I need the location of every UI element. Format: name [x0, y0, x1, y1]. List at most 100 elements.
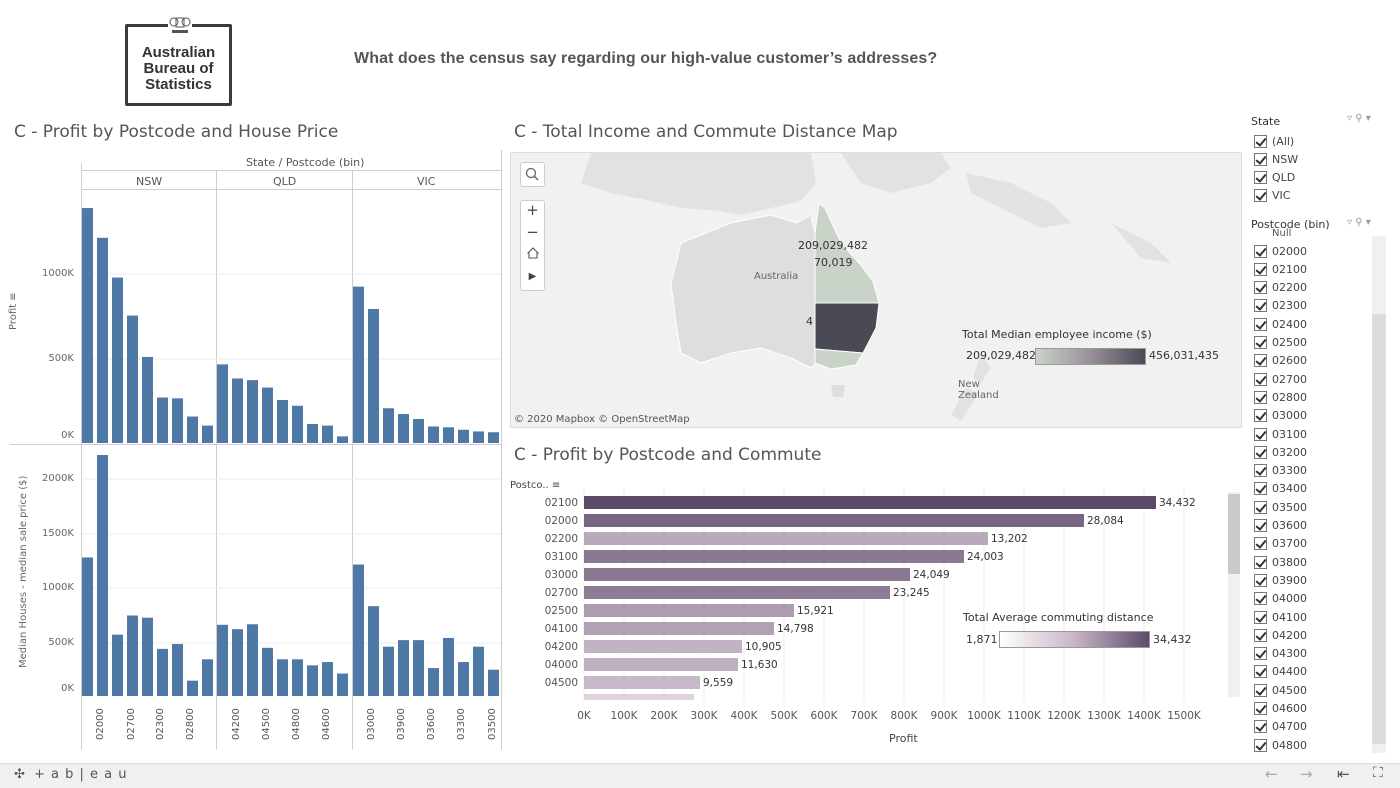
state-filter-item[interactable]: (All) — [1254, 133, 1294, 149]
profit-bar-vic[interactable] — [368, 308, 379, 443]
checkbox[interactable] — [1254, 372, 1267, 386]
search-icon[interactable]: ⚲ — [1355, 217, 1363, 228]
undo-icon[interactable]: ← — [1265, 765, 1278, 783]
commute-bar[interactable] — [584, 676, 700, 689]
postcode-filter-item[interactable]: 03400 — [1254, 481, 1307, 497]
zoom-out-icon[interactable]: − — [526, 223, 539, 241]
checkbox[interactable] — [1254, 592, 1267, 606]
profit-bar-vic[interactable] — [383, 408, 394, 443]
commute-bar[interactable] — [584, 550, 964, 563]
profit-bar-vic[interactable] — [428, 426, 439, 443]
chevron-down-icon[interactable]: ▾ — [1365, 217, 1371, 228]
checkbox[interactable] — [1254, 299, 1267, 313]
postcode-filter-item[interactable]: 03800 — [1254, 554, 1307, 570]
checkbox[interactable] — [1254, 188, 1267, 202]
checkbox[interactable] — [1254, 738, 1267, 752]
profit-bar-qld[interactable] — [307, 423, 318, 443]
map-view[interactable] — [510, 152, 1242, 428]
price-bar-vic[interactable] — [458, 662, 469, 696]
profit-bar-qld[interactable] — [322, 425, 333, 443]
search-icon[interactable]: ⚲ — [1355, 113, 1363, 124]
map-attribution[interactable]: © 2020 Mapbox © OpenStreetMap — [514, 414, 690, 425]
postcode-filter-item[interactable]: 04600 — [1254, 701, 1307, 717]
price-bar-vic[interactable] — [488, 669, 499, 696]
postcode-filter-item[interactable]: 03600 — [1254, 518, 1307, 534]
profit-bar-nsw[interactable] — [112, 277, 123, 443]
state-filter-item[interactable]: NSW — [1254, 151, 1298, 167]
postcode-filter-item[interactable]: 02200 — [1254, 280, 1307, 296]
profit-bar-qld[interactable] — [262, 387, 273, 443]
price-bar-qld[interactable] — [217, 624, 228, 696]
commute-scrollbar[interactable] — [1228, 492, 1240, 697]
commute-bar[interactable] — [584, 604, 794, 617]
profit-bar-vic[interactable] — [413, 419, 424, 443]
postcode-filter-item[interactable]: 02600 — [1254, 353, 1307, 369]
price-bar-qld[interactable] — [232, 629, 243, 696]
commute-bar-partial[interactable] — [584, 694, 694, 700]
postcode-filter-item[interactable]: 02300 — [1254, 298, 1307, 314]
postcode-filter-item[interactable]: 04200 — [1254, 627, 1307, 643]
checkbox[interactable] — [1254, 244, 1267, 258]
commute-bar[interactable] — [584, 568, 910, 581]
price-bar-vic[interactable] — [413, 640, 424, 696]
checkbox[interactable] — [1254, 170, 1267, 184]
price-bar-qld[interactable] — [277, 659, 288, 696]
checkbox[interactable] — [1254, 354, 1267, 368]
checkbox[interactable] — [1254, 281, 1267, 295]
sort-icon[interactable]: ≡ — [551, 480, 561, 491]
commute-bar[interactable] — [584, 532, 988, 545]
map-search-button[interactable] — [520, 162, 545, 187]
commute-bar[interactable] — [584, 514, 1084, 527]
postcode-filter-controls[interactable]: ▿ ⚲ ▾ — [1347, 217, 1371, 228]
zoom-in-icon[interactable]: + — [526, 201, 539, 219]
profit-bar-vic[interactable] — [458, 429, 469, 443]
profit-bar-nsw[interactable] — [172, 398, 183, 443]
price-bar-nsw[interactable] — [112, 634, 123, 696]
profit-bar-nsw[interactable] — [127, 315, 138, 443]
checkbox[interactable] — [1254, 427, 1267, 441]
commute-bar[interactable] — [584, 658, 738, 671]
price-bar-nsw[interactable] — [172, 643, 183, 696]
checkbox[interactable] — [1254, 573, 1267, 587]
postcode-filter-item[interactable]: 04500 — [1254, 682, 1307, 698]
profit-bar-vic[interactable] — [443, 427, 454, 443]
commute-bar[interactable] — [584, 622, 774, 635]
state-filter-controls[interactable]: ▿ ⚲ ▾ — [1347, 113, 1371, 124]
price-bar-nsw[interactable] — [187, 680, 198, 696]
price-bar-vic[interactable] — [383, 646, 394, 696]
price-bar-vic[interactable] — [473, 646, 484, 696]
commute-scrollbar-thumb[interactable] — [1228, 494, 1240, 574]
checkbox[interactable] — [1254, 500, 1267, 514]
checkbox[interactable] — [1254, 134, 1267, 148]
profit-bar-qld[interactable] — [247, 380, 258, 443]
postcode-filter-item[interactable]: 03000 — [1254, 408, 1307, 424]
redo-icon[interactable]: → — [1300, 765, 1313, 783]
checkbox[interactable] — [1254, 702, 1267, 715]
price-bar-nsw[interactable] — [157, 648, 168, 696]
price-bar-nsw[interactable] — [97, 455, 108, 696]
checkbox[interactable] — [1254, 390, 1267, 404]
profit-bar-nsw[interactable] — [82, 208, 93, 443]
postcode-filter-item[interactable]: 02100 — [1254, 261, 1307, 277]
commute-bar[interactable] — [584, 640, 742, 653]
price-bar-vic[interactable] — [368, 606, 379, 696]
fullscreen-icon[interactable]: ⛶ — [1373, 765, 1383, 781]
profit-bar-qld[interactable] — [232, 378, 243, 443]
postcode-filter-item[interactable]: 02500 — [1254, 335, 1307, 351]
clear-filter-icon[interactable]: ▿ — [1347, 217, 1353, 228]
price-bar-qld[interactable] — [337, 673, 348, 696]
postcode-filter-item[interactable]: 04100 — [1254, 609, 1307, 625]
postcode-filter-item[interactable]: 02000 — [1254, 243, 1307, 259]
price-bar-nsw[interactable] — [82, 557, 93, 696]
profit-bar-nsw[interactable] — [97, 237, 108, 443]
profit-bar-nsw[interactable] — [187, 416, 198, 443]
price-bar-nsw[interactable] — [142, 617, 153, 696]
price-bar-vic[interactable] — [353, 564, 364, 696]
state-filter-item[interactable]: QLD — [1254, 169, 1295, 185]
postcode-filter-item[interactable]: 04700 — [1254, 719, 1307, 735]
profit-bar-nsw[interactable] — [202, 425, 213, 443]
checkbox[interactable] — [1254, 720, 1267, 734]
postcode-filter-item[interactable]: 03500 — [1254, 499, 1307, 515]
checkbox[interactable] — [1254, 464, 1267, 478]
checkbox[interactable] — [1254, 482, 1267, 496]
